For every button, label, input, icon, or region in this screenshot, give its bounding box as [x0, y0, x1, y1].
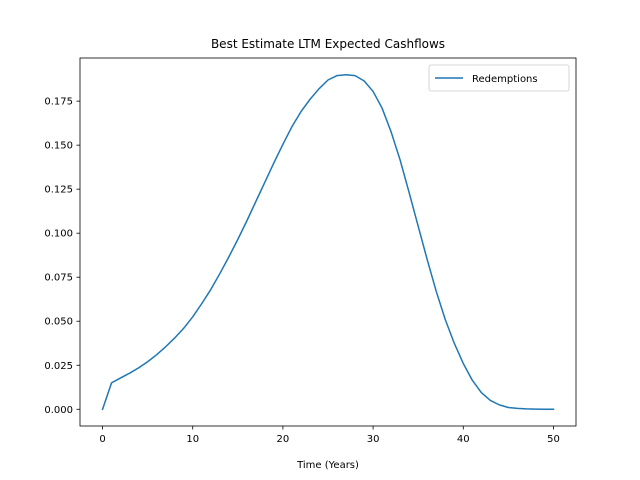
x-tick-label: 30: [367, 434, 380, 445]
y-tick-label: 0.125: [44, 185, 73, 196]
y-tick-label: 0.175: [44, 97, 73, 108]
legend-label-redemptions: Redemptions: [472, 74, 538, 85]
series-line-redemptions: [101, 73, 555, 411]
plot-area: [79, 57, 577, 427]
legend-box: [428, 64, 570, 92]
y-tick-label: 0.000: [44, 405, 73, 416]
y-axis: 0.000 0.025 0.050 0.075 0.100 0.125 0.150 0.175: [44, 97, 80, 416]
x-tick-label: 20: [277, 434, 290, 445]
x-tick-label: 50: [547, 434, 560, 445]
x-tick-label: 0: [99, 434, 105, 445]
series-layer: [101, 73, 555, 411]
x-axis: 0 10 20 30 40 50: [99, 426, 560, 445]
y-tick-label: 0.050: [44, 317, 73, 328]
y-tick-label: 0.150: [44, 141, 73, 152]
y-tick-label: 0.100: [44, 229, 73, 240]
x-tick-label: 40: [457, 434, 470, 445]
x-axis-label: Time (Years): [296, 460, 359, 471]
chart-title: Best Estimate LTM Expected Cashflows: [211, 37, 445, 51]
legend: Redemptions: [428, 64, 570, 92]
y-tick-label: 0.075: [44, 273, 73, 284]
y-tick-label: 0.025: [44, 361, 73, 372]
x-tick-label: 10: [186, 434, 199, 445]
